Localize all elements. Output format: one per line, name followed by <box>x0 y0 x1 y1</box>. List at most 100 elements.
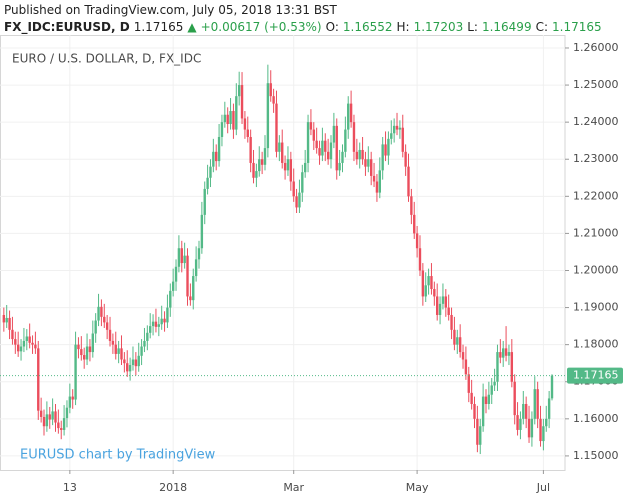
arrow: ▲ <box>187 20 197 34</box>
candle-body <box>338 162 341 171</box>
candle-body <box>5 317 8 323</box>
y-tick-label: 1.26000 <box>573 41 619 54</box>
candle-body <box>197 248 201 260</box>
candle-body <box>140 346 143 356</box>
candle-body <box>134 359 138 367</box>
candle-body <box>289 159 293 182</box>
candle-body <box>200 214 204 249</box>
candle-body <box>128 365 132 372</box>
candle-body <box>123 359 126 364</box>
y-tick-label: 1.21000 <box>573 226 619 239</box>
y-tick-label: 1.18000 <box>573 338 619 351</box>
candle-body <box>42 416 46 427</box>
candle-body <box>392 125 396 134</box>
candle-body <box>527 418 531 438</box>
candle-body <box>326 151 330 160</box>
candle-body <box>68 396 72 408</box>
candle-body <box>146 332 149 341</box>
candle-body <box>252 162 255 178</box>
candle-body <box>550 375 554 399</box>
candle-body <box>467 374 470 393</box>
candle-body <box>318 148 321 156</box>
candle-body <box>407 166 410 197</box>
candle-body <box>160 318 163 325</box>
candle-body <box>421 270 425 297</box>
candle-body <box>260 159 264 165</box>
candle-body <box>192 276 195 301</box>
y-tick-label: 1.16000 <box>573 412 619 425</box>
y-tick-label: 1.22000 <box>573 189 619 202</box>
candle-body <box>281 142 284 163</box>
candle-body <box>258 159 261 172</box>
candle-body <box>166 307 169 323</box>
candle-body <box>85 346 89 360</box>
candle-body <box>476 418 479 445</box>
candle-body <box>418 248 422 271</box>
candle-body <box>8 317 11 330</box>
candle-body <box>487 394 491 404</box>
candle-body <box>217 136 221 162</box>
candle-body <box>235 96 238 130</box>
candle-body <box>545 418 548 427</box>
candle-body <box>283 162 287 171</box>
plot-border <box>0 35 566 471</box>
symbol: FX_IDC:EURUSD, D <box>4 20 130 34</box>
candle-body <box>226 114 229 125</box>
candle-body <box>364 159 367 167</box>
candle-body <box>163 318 166 323</box>
candle-body <box>341 151 344 163</box>
y-tick-label: 1.15000 <box>573 449 619 462</box>
candle-body <box>292 181 295 197</box>
candle-body <box>484 396 488 404</box>
candle-body <box>349 103 353 123</box>
candle-body <box>171 281 175 291</box>
candle-body <box>355 151 359 160</box>
candle-body <box>71 396 74 400</box>
candle-body <box>48 414 51 420</box>
last-price-label: 1.17165 <box>573 369 619 382</box>
candle-body <box>108 329 112 341</box>
candle-body <box>309 122 313 130</box>
candle-body <box>530 418 534 438</box>
ohlc-label: H: <box>396 20 410 34</box>
last-price: 1.17165 <box>133 20 184 34</box>
candle-body <box>496 352 499 382</box>
candle-body <box>82 355 86 360</box>
candle-body <box>154 321 158 327</box>
candle-body <box>456 337 459 345</box>
candle-body <box>275 103 278 152</box>
candle-body <box>404 151 407 167</box>
candle-body <box>347 103 350 130</box>
y-tick-label: 1.24000 <box>573 115 619 128</box>
candle-body <box>312 129 315 141</box>
x-tick-label: May <box>406 481 429 494</box>
candle-body <box>111 340 115 345</box>
candle-body <box>169 290 172 308</box>
last-price-box <box>567 367 623 384</box>
candle-body <box>183 255 186 264</box>
candle-body <box>151 321 155 327</box>
ohlc-value: 1.17203 <box>413 20 464 34</box>
candle-body <box>381 144 384 171</box>
candle-body <box>301 172 304 193</box>
candle-body <box>25 336 28 341</box>
candle-body <box>481 396 485 427</box>
candle-body <box>493 381 496 386</box>
x-tick-label: Jul <box>536 481 550 494</box>
candle-body <box>120 348 123 360</box>
candle-body <box>329 142 333 160</box>
candle-body <box>272 96 275 104</box>
candle-body <box>433 289 436 297</box>
candle-body <box>413 214 416 234</box>
candle-body <box>39 410 43 417</box>
candle-body <box>2 314 6 323</box>
candle-body <box>384 144 387 156</box>
candle-body <box>37 348 40 411</box>
candle-body <box>367 159 370 167</box>
candle-body <box>11 329 14 340</box>
candle-body <box>232 111 235 130</box>
candle-body <box>269 83 272 97</box>
candle-body <box>65 407 69 419</box>
candle-body <box>51 411 54 420</box>
candle-body <box>62 418 66 430</box>
